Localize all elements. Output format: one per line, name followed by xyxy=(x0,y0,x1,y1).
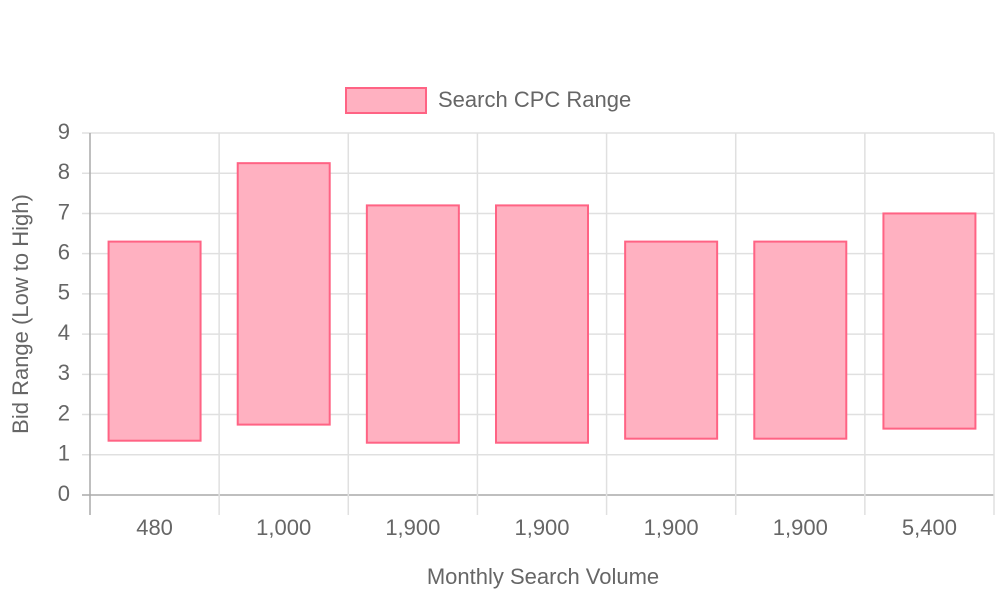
y-tick-label: 2 xyxy=(58,400,70,425)
bar xyxy=(753,240,848,440)
bar xyxy=(882,212,977,430)
x-tick-label: 1,900 xyxy=(773,515,828,540)
y-tick-label: 6 xyxy=(58,239,70,264)
y-axis-title: Bid Range (Low to High) xyxy=(8,194,33,434)
x-tick-label: 1,900 xyxy=(644,515,699,540)
x-tick-label: 480 xyxy=(136,515,173,540)
x-tick-label: 1,900 xyxy=(385,515,440,540)
y-tick-label: 4 xyxy=(58,320,70,345)
legend-label: Search CPC Range xyxy=(438,87,631,112)
x-tick-label: 1,000 xyxy=(256,515,311,540)
y-tick-label: 9 xyxy=(58,119,70,144)
x-tick-label: 5,400 xyxy=(902,515,957,540)
legend-swatch xyxy=(345,87,427,114)
bar xyxy=(624,240,719,440)
bar xyxy=(236,162,331,426)
x-tick-label: 1,900 xyxy=(514,515,569,540)
x-axis-title: Monthly Search Volume xyxy=(427,564,659,589)
bar xyxy=(495,204,589,444)
y-tick-label: 3 xyxy=(58,360,70,385)
y-tick-label: 5 xyxy=(58,280,70,305)
y-tick-label: 1 xyxy=(58,441,70,466)
bar xyxy=(365,204,460,444)
bar xyxy=(107,240,202,442)
y-tick-label: 8 xyxy=(58,159,70,184)
y-tick-label: 0 xyxy=(58,481,70,506)
y-tick-label: 7 xyxy=(58,199,70,224)
